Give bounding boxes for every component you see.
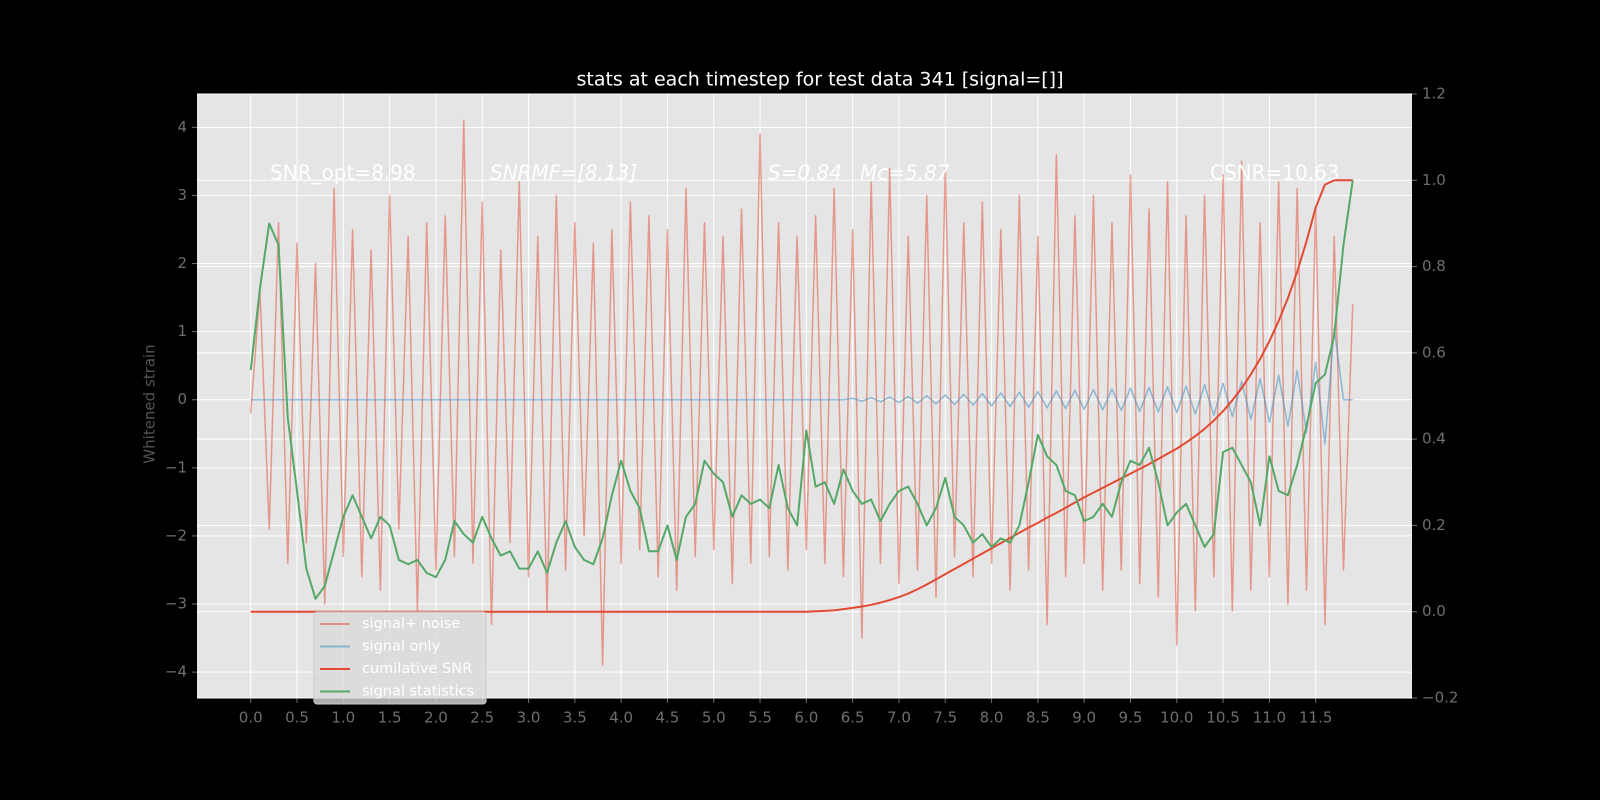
y2-tick-label: 0.4: [1422, 430, 1446, 448]
y-tick-label: 2: [177, 254, 187, 272]
annotation: CSNR=10.63: [1210, 161, 1340, 185]
x-tick-label: 0.0: [239, 709, 263, 727]
x-tick-label: 6.0: [794, 709, 818, 727]
x-tick-label: 3.5: [563, 709, 587, 727]
annotation: SNRMF=[8.13]: [490, 161, 637, 185]
y-tick-label: −3: [165, 595, 187, 613]
annotation: SNR_opt=8.98: [270, 161, 416, 185]
x-tick-label: 11.5: [1299, 709, 1332, 727]
y2-tick-label: 0.6: [1422, 343, 1446, 361]
series-line: [249, 119, 1354, 667]
x-tick-label: 10.0: [1160, 709, 1193, 727]
y-tick-label: −4: [165, 663, 187, 681]
y-axis-label: Whitened strain: [141, 344, 159, 463]
legend-label: cumilative SNR: [362, 661, 472, 677]
chart-title: stats at each timestep for test data 341…: [576, 69, 1063, 91]
y-tick-label: −2: [165, 526, 187, 544]
x-tick-label: 2.0: [424, 709, 448, 727]
y-tick-label: 0: [177, 390, 187, 408]
series-line: [250, 327, 1353, 445]
x-tick-label: 5.5: [748, 709, 772, 727]
series-line: [249, 180, 1354, 600]
x-tick-label: 7.0: [887, 709, 911, 727]
legend-label: signal+ noise: [362, 616, 460, 632]
y-tick-label: 3: [177, 186, 187, 204]
y2-tick-label: 0.2: [1422, 516, 1446, 534]
x-tick-label: 8.0: [980, 709, 1004, 727]
x-tick-label: 11.0: [1253, 709, 1286, 727]
x-tick-label: 4.0: [609, 709, 633, 727]
y-tick-label: 1: [177, 322, 187, 340]
plot-area: [197, 94, 1412, 698]
legend-label: signal statistics: [362, 684, 474, 700]
x-tick-label: 8.5: [1026, 709, 1050, 727]
x-tick-label: 9.0: [1072, 709, 1096, 727]
x-tick-label: 6.5: [841, 709, 865, 727]
legend-box: [313, 611, 487, 705]
y2-tick-label: 0.8: [1422, 257, 1446, 275]
y2-tick-label: −0.2: [1422, 689, 1458, 707]
x-tick-label: 2.5: [470, 709, 494, 727]
x-tick-label: 3.0: [517, 709, 541, 727]
x-tick-label: 4.5: [656, 709, 680, 727]
annotation: Mc=5.87: [860, 161, 950, 185]
x-tick-label: 1.5: [378, 709, 402, 727]
x-tick-label: 5.0: [702, 709, 726, 727]
annotation: S=0.84: [768, 161, 842, 185]
y-tick-label: 4: [177, 118, 187, 136]
y2-tick-label: 1.2: [1422, 85, 1446, 103]
x-tick-label: 0.5: [285, 709, 309, 727]
legend-label: signal only: [362, 639, 441, 655]
y-tick-label: −1: [165, 458, 187, 476]
x-tick-label: 7.5: [933, 709, 957, 727]
y2-tick-label: 1.0: [1422, 171, 1446, 189]
x-tick-label: 9.5: [1119, 709, 1143, 727]
y2-tick-label: 0.0: [1422, 602, 1446, 620]
x-tick-label: 10.5: [1206, 709, 1239, 727]
x-tick-label: 1.0: [331, 709, 355, 727]
